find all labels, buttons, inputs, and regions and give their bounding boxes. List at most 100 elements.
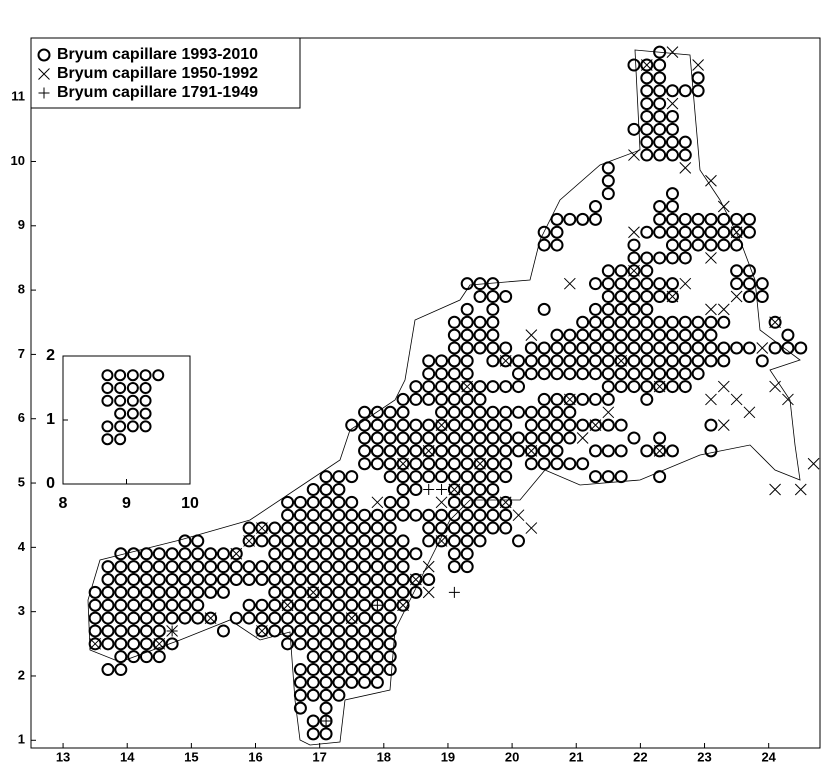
point [139,420,152,433]
point [627,264,641,278]
point [640,392,654,406]
point [447,418,461,432]
point [101,560,115,574]
point [204,573,218,587]
point [653,71,667,85]
point [460,521,474,535]
point [665,212,679,226]
point [383,431,397,445]
point [678,251,692,265]
point [653,380,666,393]
point [512,380,526,394]
point [88,624,102,638]
point [678,238,692,252]
point [563,392,577,406]
point [345,650,359,664]
point [101,394,114,407]
point [614,341,628,355]
point [537,392,551,406]
x-tick-label: 21 [569,749,583,764]
point [281,534,295,548]
point [358,418,372,432]
point [473,418,487,432]
point [717,238,731,252]
point [640,225,654,239]
point [114,547,128,561]
point [126,420,139,433]
x-tick-label: 17 [312,749,326,764]
point [705,393,717,406]
point [588,277,602,291]
point [281,508,295,522]
y-tick-label: 7 [18,346,25,361]
point [460,482,474,496]
point [601,341,615,355]
point [640,251,654,265]
point [370,663,384,677]
point [422,470,436,484]
point [627,431,641,445]
point [229,560,243,574]
point [499,431,513,445]
point [576,315,590,329]
point [640,367,654,381]
point [191,547,205,561]
point [524,367,538,381]
point [486,521,500,535]
point [126,394,139,407]
point [409,392,423,406]
point [665,238,679,252]
point [358,457,372,471]
point [242,560,256,574]
point [370,573,384,587]
point [499,341,513,355]
point [422,367,436,381]
point [178,560,192,574]
point [550,367,564,381]
point [332,688,346,702]
point [101,585,115,599]
point [101,637,115,651]
point [268,521,282,535]
point [460,431,474,445]
point [499,444,513,458]
y-tick-label: 11 [11,89,25,104]
point [678,225,692,239]
point [358,663,372,677]
point [512,534,526,548]
panel: 8 9 10 0 1 2 [46,347,199,512]
point [627,238,641,252]
point [640,315,654,329]
point [345,598,359,612]
point [127,624,141,638]
point [383,663,397,677]
point [255,598,269,612]
point [332,650,346,664]
point [409,380,423,394]
point [665,225,679,239]
point [601,161,615,175]
point [473,508,487,522]
legend-label: Bryum capillare 1993-2010 [57,46,258,63]
point [127,573,141,587]
point [435,470,449,484]
point [640,122,654,136]
point [268,547,282,561]
point [422,418,436,432]
point [627,380,641,394]
point [614,290,628,304]
point [601,187,615,201]
point [601,315,615,329]
point [537,354,551,368]
point [383,637,397,651]
point [435,534,449,548]
point [653,277,667,291]
point [165,573,179,587]
point [640,264,654,278]
point [730,341,744,355]
point [794,341,808,355]
point [383,444,397,458]
point [345,470,359,484]
point [332,637,346,651]
